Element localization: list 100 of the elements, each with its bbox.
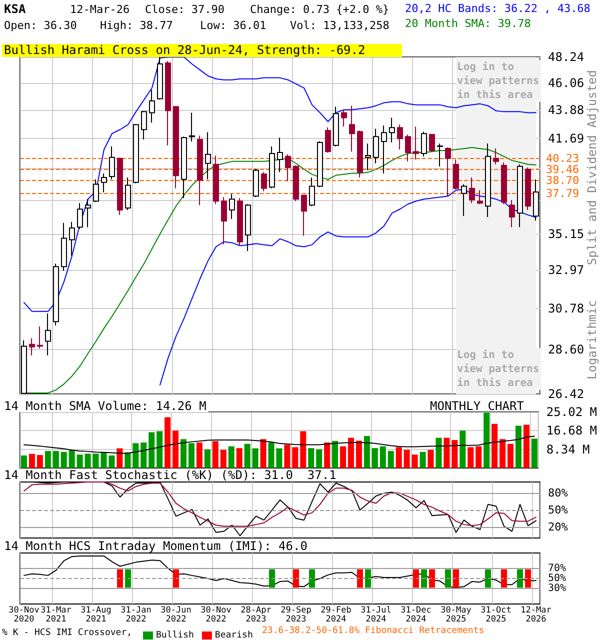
bar — [348, 438, 354, 468]
candlestick — [77, 202, 83, 230]
candlestick — [437, 143, 443, 167]
x-tick-label: 31-Jul 2024 — [360, 606, 392, 624]
candlestick — [181, 136, 187, 199]
candlestick — [381, 125, 387, 174]
text: 12-Mar-26 — [70, 3, 130, 16]
bar — [300, 431, 306, 468]
bar — [372, 448, 378, 468]
bar — [412, 454, 418, 468]
candlestick — [397, 124, 403, 150]
candlestick — [45, 312, 51, 356]
bar — [308, 448, 314, 468]
bar — [188, 443, 194, 468]
x-tick-label: 31-Aug 2021 — [80, 606, 112, 624]
candlestick — [93, 178, 99, 203]
ref-line-label: 39.46 — [546, 162, 580, 176]
bar — [436, 438, 442, 468]
text: 20,2 HC Bands: 36.22 , 43.68 — [405, 2, 590, 15]
candlestick — [101, 172, 107, 193]
x-tick-label: 30-Nov 2022 — [200, 606, 232, 624]
bar — [148, 432, 155, 468]
bar — [260, 439, 266, 468]
y-tick-label: 50% — [548, 573, 566, 584]
bar — [531, 438, 538, 468]
candlestick — [373, 128, 379, 164]
candlestick — [341, 110, 347, 128]
bar — [340, 446, 346, 468]
line-series — [23, 436, 535, 454]
candlestick — [301, 194, 307, 236]
chart-title: 14 Month SMA Volume: 14.26 M — [4, 399, 206, 413]
annotation: Log in to view patterns in this area — [457, 348, 541, 390]
chart-title: 14 Month Fast Stochastic (%K) (%D): 31.0 37.1 — [4, 468, 336, 482]
bar — [523, 424, 530, 468]
y-tick-label: 16.68 M — [546, 424, 598, 438]
y-tick-label: 30% — [548, 583, 566, 594]
y-tick-label: 35.15 — [548, 227, 584, 242]
bar — [76, 454, 83, 468]
y-tick-label: 80% — [548, 486, 568, 500]
candlestick — [61, 222, 67, 272]
candlestick — [293, 164, 299, 202]
candlestick — [357, 130, 363, 178]
bar — [252, 448, 258, 468]
bar — [196, 442, 202, 468]
chart-title: 14 Month HCS Intraday Momentum (IMI): 46.0 — [4, 539, 308, 553]
bar — [515, 426, 522, 468]
candlestick — [525, 166, 531, 211]
candlestick — [141, 110, 147, 140]
ref-line-label: 37.79 — [546, 187, 580, 200]
line-series — [160, 188, 536, 386]
candlestick — [173, 105, 179, 189]
bar — [228, 446, 234, 468]
x-tick-label: 31-Mar 2021 — [40, 606, 72, 624]
x-tick-label: 28-Apr 2023 — [240, 606, 272, 624]
bar — [132, 443, 139, 468]
bar — [124, 452, 131, 468]
text: 23.6-38.2-50-61.8% Fibonacci Retracements — [262, 626, 484, 637]
bar — [500, 439, 506, 468]
y-tick-label: 43.88 — [548, 103, 584, 118]
candlestick — [477, 190, 483, 205]
x-tick-label: 29-Feb 2024 — [320, 606, 352, 624]
candlestick — [269, 146, 275, 189]
candlestick — [109, 146, 115, 180]
bar — [492, 424, 498, 468]
y-tick-label: 32.97 — [548, 263, 584, 278]
bar — [244, 444, 250, 468]
bar — [44, 450, 51, 468]
candlestick — [117, 157, 123, 216]
candlestick — [29, 338, 35, 356]
bar — [396, 447, 402, 468]
bar — [84, 454, 91, 468]
candlestick — [517, 164, 523, 228]
y-axis-title: Split and Dividend Adjusted — [585, 70, 599, 266]
legend-title: % K - HCS IMI Crossover, — [2, 628, 132, 639]
chart-title: KSA — [4, 2, 26, 16]
candlestick — [317, 140, 323, 188]
bar — [180, 439, 187, 468]
candlestick — [237, 198, 243, 246]
bar — [156, 431, 163, 468]
candlestick — [229, 194, 235, 220]
bar — [428, 450, 434, 468]
y-tick-label: 25.02 M — [546, 405, 598, 419]
candlestick — [333, 106, 339, 147]
bar — [212, 441, 218, 468]
x-tick-label: 12-Mar 2026 — [520, 606, 552, 624]
bar — [452, 440, 458, 468]
x-tick-label: 30-Nov 2020 — [8, 606, 40, 624]
text: Low: 36.01 — [200, 19, 266, 32]
y-tick-label: 46.06 — [548, 76, 584, 90]
text: Change: 0.73 {+2.0 %} — [250, 3, 390, 16]
x-tick-label: 30-May 2025 — [440, 606, 472, 624]
text: Logarithmic — [585, 300, 599, 380]
candlestick — [165, 60, 171, 146]
bar — [28, 454, 35, 468]
bar — [164, 417, 171, 468]
bar — [476, 446, 482, 468]
bar — [268, 442, 274, 468]
candlestick — [277, 137, 283, 173]
bar — [364, 436, 370, 468]
bar — [172, 430, 179, 468]
